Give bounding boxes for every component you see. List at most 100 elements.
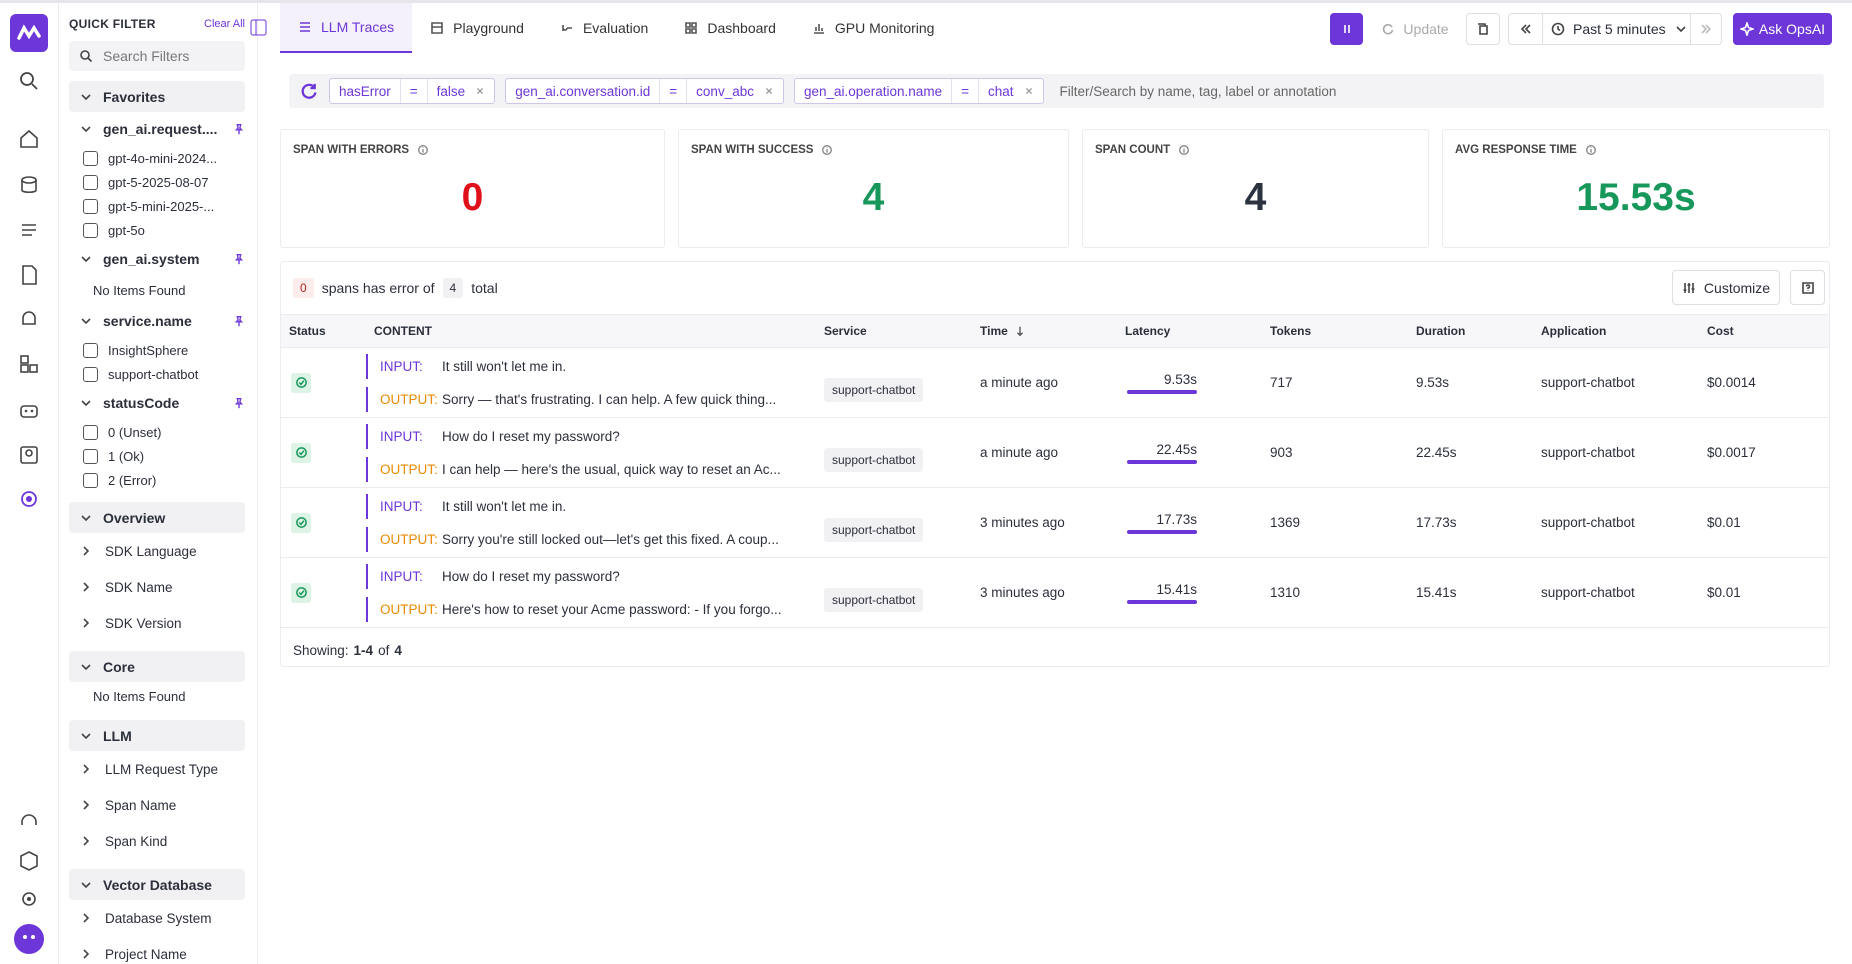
input-line: INPUT: It still won't let me in. [366, 493, 806, 519]
latency-bar [1127, 599, 1197, 604]
settings-icon[interactable] [17, 887, 41, 911]
group-header[interactable]: Core [69, 651, 245, 682]
filter-chip[interactable]: hasError = false [329, 78, 496, 104]
field-header[interactable]: gen_ai.request.... [69, 112, 245, 146]
tab[interactable]: Dashboard [666, 3, 794, 53]
group-header[interactable]: Overview [69, 502, 245, 533]
filter-search[interactable]: Search Filters [69, 41, 245, 71]
tab[interactable]: Evaluation [542, 3, 666, 53]
ask-label: Ask OpsAI [1758, 21, 1826, 37]
column-header[interactable]: Cost [1699, 324, 1829, 338]
output-line: OUTPUT: Sorry you're still locked out—let… [366, 526, 806, 552]
help-button[interactable] [1790, 270, 1825, 305]
search-icon[interactable] [17, 69, 41, 93]
time-range[interactable]: Past 5 minutes [1508, 13, 1722, 45]
infra-icon[interactable] [17, 173, 41, 197]
summary: 0 spans has error of 4 total Customize [281, 262, 1829, 314]
package-icon[interactable] [17, 849, 41, 873]
status-ok [291, 512, 311, 533]
llm-icon[interactable] [17, 487, 41, 511]
filter-option[interactable]: gpt-5-2025-08-07 [69, 170, 245, 194]
users-icon[interactable] [17, 443, 41, 467]
checkbox[interactable] [83, 472, 98, 488]
group-item[interactable]: Span Name [69, 787, 245, 823]
group-title: LLM [103, 727, 132, 744]
docs-icon[interactable] [17, 263, 41, 287]
group-header[interactable]: Favorites [69, 81, 245, 112]
latency-cell: 9.53s [1117, 348, 1262, 417]
cost-cell: $0.0014 [1707, 375, 1756, 390]
column-header[interactable]: Latency [1117, 324, 1262, 338]
avatar[interactable] [14, 924, 44, 954]
tab-label: GPU Monitoring [834, 20, 935, 36]
group-header[interactable]: LLM [69, 720, 245, 751]
copy-button[interactable] [1466, 13, 1500, 45]
group-item[interactable]: Project Name [69, 936, 245, 964]
filter-option[interactable]: gpt-4o-mini-2024... [69, 146, 245, 170]
option-label: 1 (Ok) [108, 448, 145, 464]
home-icon[interactable] [17, 127, 41, 151]
filter-chip[interactable]: gen_ai.conversation.id = conv_abc [505, 78, 784, 104]
table-row[interactable]: INPUT: It still won't let me in. OUTPUT: So… [281, 347, 1829, 417]
group-item[interactable]: SDK Language [69, 533, 245, 569]
group-header[interactable]: Vector Database [69, 869, 245, 900]
ask-button[interactable]: Ask OpsAI [1733, 13, 1832, 45]
logs-icon[interactable] [17, 218, 41, 242]
prev-icon [1520, 24, 1531, 34]
checkbox[interactable] [83, 174, 98, 190]
input-text: How do I reset my password? [442, 568, 620, 584]
column-header[interactable]: Application [1533, 324, 1699, 338]
table-row[interactable]: INPUT: It still won't let me in. OUTPUT: So… [281, 487, 1829, 557]
alerts-icon[interactable] [17, 307, 41, 331]
filter-option[interactable]: 1 (Ok) [69, 444, 245, 468]
customize-button[interactable]: Customize [1672, 270, 1780, 305]
field-header[interactable]: service.name [69, 304, 245, 338]
checkbox[interactable] [83, 150, 98, 166]
pause-button[interactable] [1330, 13, 1363, 45]
collapse-toggle[interactable] [250, 19, 267, 36]
column-header[interactable]: Status [281, 324, 366, 338]
prev[interactable] [1509, 14, 1543, 44]
clear-all[interactable]: Clear All [204, 18, 245, 30]
column-header[interactable]: Service [816, 324, 972, 338]
range-select[interactable]: Past 5 minutes [1543, 14, 1691, 44]
field-header[interactable]: statusCode [69, 386, 245, 420]
bot-icon[interactable] [17, 398, 41, 422]
group-item[interactable]: Span Kind [69, 823, 245, 859]
support-icon[interactable] [17, 811, 41, 835]
content-cell: INPUT: How do I reset my password? OUTPUT:… [366, 558, 816, 627]
group-item[interactable]: SDK Name [69, 569, 245, 605]
tab[interactable]: LLM Traces [280, 3, 413, 53]
filter-option[interactable]: 2 (Error) [69, 468, 245, 492]
filter-option[interactable]: support-chatbot [69, 362, 245, 386]
filter-chip[interactable]: gen_ai.operation.name = chat [793, 78, 1044, 104]
checkbox[interactable] [83, 342, 98, 358]
group-item[interactable]: SDK Version [69, 605, 245, 641]
checkbox[interactable] [83, 366, 98, 382]
column-header[interactable]: Tokens [1262, 324, 1408, 338]
group-item[interactable]: LLM Request Type [69, 751, 245, 787]
output-label: OUTPUT: [380, 461, 438, 477]
column-header[interactable]: Duration [1408, 324, 1533, 338]
dashboards-icon[interactable] [17, 352, 41, 376]
column-header[interactable]: Time [972, 324, 1117, 338]
checkbox[interactable] [83, 448, 98, 464]
remove-icon-shape [477, 87, 484, 95]
group-item[interactable]: Database System [69, 900, 245, 936]
next[interactable] [1691, 14, 1721, 44]
table-row[interactable]: INPUT: How do I reset my password? OUTPUT:… [281, 417, 1829, 487]
filter-option[interactable]: 0 (Unset) [69, 420, 245, 444]
tab[interactable]: GPU Monitoring [794, 3, 953, 53]
tab[interactable]: Playground [412, 3, 542, 53]
column-header[interactable]: CONTENT [366, 324, 816, 338]
field-header[interactable]: gen_ai.system [69, 242, 245, 276]
checkbox[interactable] [83, 198, 98, 214]
table-row[interactable]: INPUT: How do I reset my password? OUTPUT:… [281, 557, 1829, 627]
checkbox[interactable] [83, 222, 98, 238]
update-button[interactable]: Update [1375, 13, 1455, 45]
filter-option[interactable]: gpt-5o [69, 218, 245, 242]
checkbox[interactable] [83, 424, 98, 440]
filter-option[interactable]: gpt-5-mini-2025-... [69, 194, 245, 218]
filter-option[interactable]: InsightSphere [69, 338, 245, 362]
